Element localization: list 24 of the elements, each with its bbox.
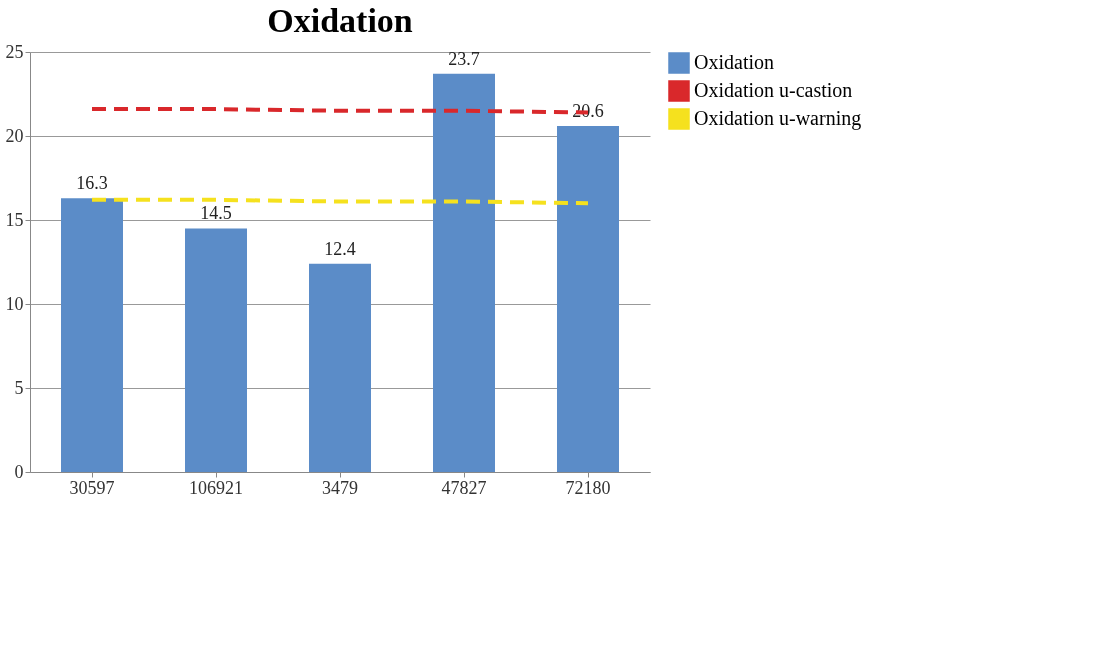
x-tick-label: 106921 bbox=[189, 477, 243, 498]
y-tick-label: 15 bbox=[5, 209, 24, 230]
legend-label: Oxidation bbox=[694, 51, 774, 73]
x-tick-label: 30597 bbox=[69, 477, 115, 498]
y-tick-label: 25 bbox=[5, 41, 24, 62]
bar bbox=[309, 263, 371, 472]
data-label: 14.5 bbox=[200, 203, 232, 224]
data-label: 23.7 bbox=[448, 48, 480, 69]
bar bbox=[185, 228, 247, 472]
bar bbox=[61, 198, 123, 472]
y-tick-label: 20 bbox=[5, 125, 24, 146]
x-tick-label: 47827 bbox=[441, 477, 487, 498]
bar bbox=[557, 125, 619, 472]
data-label: 12.4 bbox=[324, 238, 356, 259]
bar bbox=[433, 73, 495, 472]
legend-label: Oxidation u-castion bbox=[694, 79, 853, 101]
y-tick-label: 10 bbox=[5, 293, 24, 314]
data-label: 16.3 bbox=[76, 173, 108, 194]
x-tick-label: 3479 bbox=[322, 477, 358, 498]
y-tick-label: 0 bbox=[14, 461, 24, 482]
x-tick-label: 72180 bbox=[565, 477, 611, 498]
legend-label: Oxidation u-warning bbox=[694, 107, 862, 130]
y-tick-label: 5 bbox=[14, 377, 24, 398]
chart-title: Oxidation bbox=[267, 2, 413, 39]
